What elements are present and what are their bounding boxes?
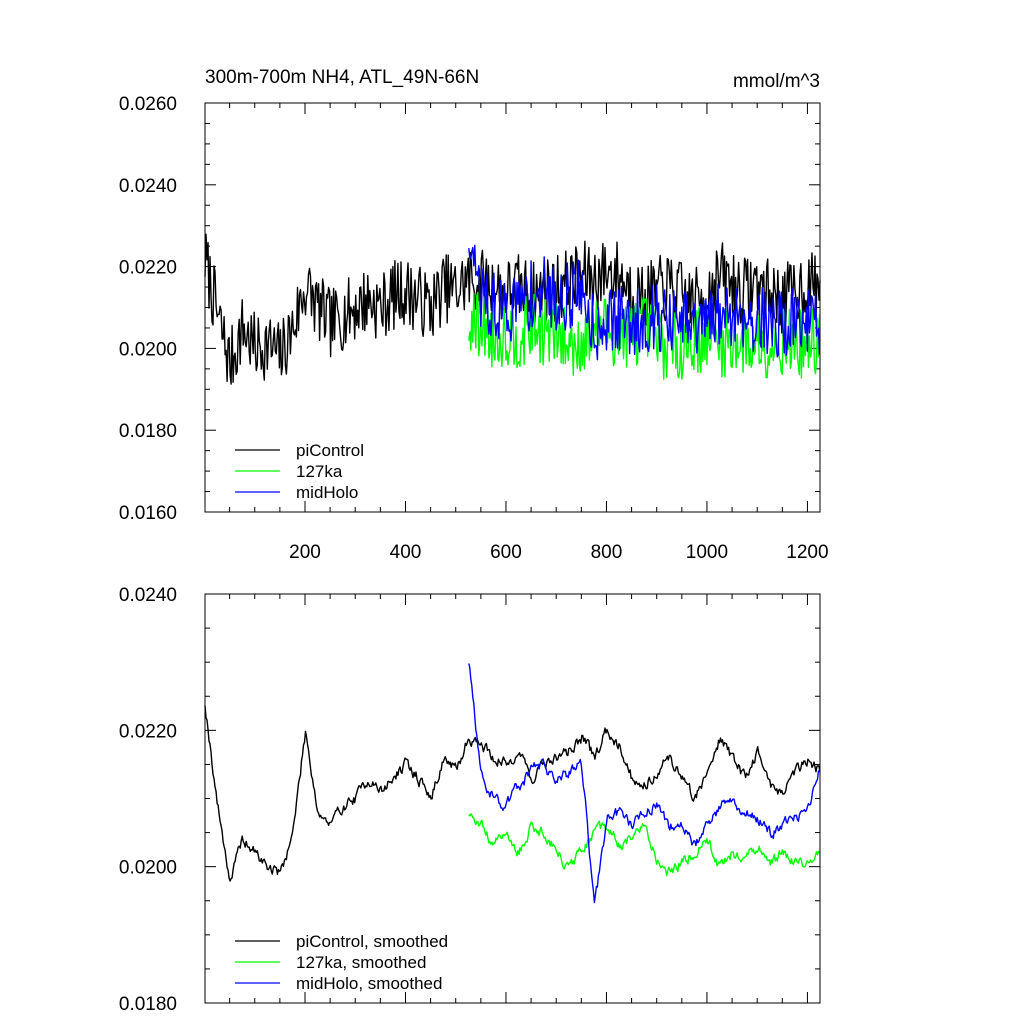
bottom-series-picontrol-smoothed [204, 705, 821, 882]
top-xtick-label: 1200 [786, 542, 828, 563]
bottom-ytick-label: 0.0220 [119, 721, 177, 742]
legend-label-picontrol: piControl [296, 441, 364, 460]
top-ytick-label: 0.0160 [119, 503, 177, 524]
top-panel: 300m-700m NH4, ATL_49N-66N mmol/m^3 0.01… [119, 67, 829, 563]
top-chart-title: 300m-700m NH4, ATL_49N-66N [205, 67, 479, 88]
top-ytick-label: 0.0180 [119, 421, 177, 442]
top-plot-frame [204, 102, 821, 513]
legend-label-midholo: midHolo [296, 483, 358, 502]
top-xtick-label: 400 [390, 542, 422, 563]
top-ytick-label: 0.0260 [119, 94, 177, 115]
legend-label-127ka: 127ka [296, 462, 343, 481]
top-legend: piControl 127ka midHolo [235, 441, 364, 502]
bottom-ytick-label: 0.0180 [119, 994, 177, 1015]
legend-label-127ka-smoothed: 127ka, smoothed [296, 953, 426, 972]
bottom-ytick-label: 0.0200 [119, 858, 177, 879]
legend-label-midholo-smoothed: midHolo, smoothed [296, 974, 442, 993]
bottom-series-127ka-smoothed [468, 813, 821, 877]
top-xtick-label: 800 [591, 542, 623, 563]
bottom-series-midholo-smoothed [468, 663, 820, 904]
top-ytick-label: 0.0200 [119, 339, 177, 360]
top-series-midholo [468, 244, 821, 361]
top-ytick-label: 0.0220 [119, 258, 177, 279]
top-chart-units: mmol/m^3 [733, 71, 820, 92]
bottom-plot-frame [204, 593, 821, 1004]
bottom-panel: 0.0180 0.0200 0.0220 0.0240 piControl, smoo… [119, 585, 821, 1015]
legend-label-picontrol-smoothed: piControl, smoothed [296, 932, 448, 951]
top-series-127ka [468, 291, 821, 380]
top-xtick-label: 200 [289, 542, 321, 563]
top-xtick-label: 1000 [686, 542, 728, 563]
top-xtick-label: 600 [490, 542, 522, 563]
bottom-legend: piControl, smoothed 127ka, smoothed midH… [235, 932, 448, 993]
bottom-ytick-label: 0.0240 [119, 585, 177, 606]
top-ytick-label: 0.0240 [119, 176, 177, 197]
